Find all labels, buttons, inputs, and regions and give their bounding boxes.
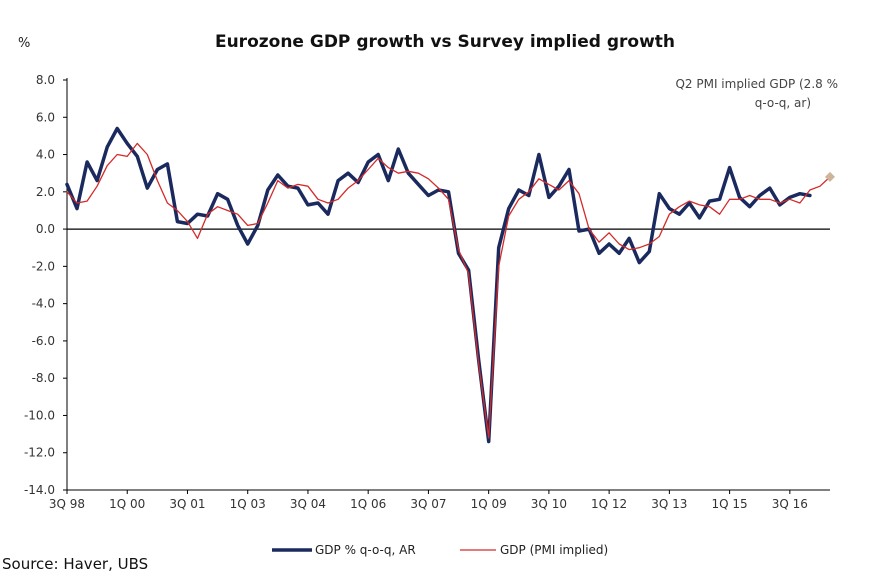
annotation-line-1: Q2 PMI implied GDP (2.8 % (675, 77, 838, 91)
x-tick-label: 1Q 03 (230, 497, 266, 511)
y-tick-label: -8.0 (32, 371, 55, 385)
y-tick-label: -14.0 (24, 483, 55, 497)
series-line-pmi-implied (66, 142, 831, 439)
x-tick-label: 1Q 00 (109, 497, 145, 511)
axes (66, 78, 830, 491)
y-tick-label: 4.0 (36, 148, 55, 162)
x-tick-label: 1Q 15 (712, 497, 748, 511)
y-tick-label: -12.0 (24, 446, 55, 460)
y-tick-label: -2.0 (32, 259, 55, 273)
series-layer (65, 126, 835, 444)
x-tick-label: 1Q 12 (591, 497, 627, 511)
y-tick-label: 2.0 (36, 185, 55, 199)
x-tick-label: 3Q 04 (290, 497, 326, 511)
x-tick-label: 3Q 01 (169, 497, 205, 511)
pmi-implied-latest-marker (825, 171, 835, 182)
series-line-gdp (65, 126, 812, 444)
pmi-annotation: Q2 PMI implied GDP (2.8 % q-o-q, ar) (675, 77, 838, 110)
x-axis-ticks: 3Q 98 1Q 00 3Q 01 1Q 03 3Q 04 1Q 06 3Q 07 1Q 09… (49, 490, 808, 511)
legend: GDP % q-o-q, AR GDP (PMI implied) (272, 543, 608, 557)
y-tick-label: 6.0 (36, 110, 55, 124)
chart-title: Eurozone GDP growth vs Survey implied gr… (215, 32, 675, 52)
y-axis-unit-label: % (18, 36, 30, 51)
source-note: Source: Haver, UBS (2, 555, 149, 573)
x-tick-label: 3Q 10 (531, 497, 567, 511)
y-tick-label: -4.0 (32, 297, 55, 311)
y-tick-label: -10.0 (24, 408, 55, 422)
x-tick-label: 1Q 06 (350, 497, 386, 511)
y-tick-label: -6.0 (32, 334, 55, 348)
x-tick-label: 3Q 13 (651, 497, 687, 511)
legend-label-gdp: GDP % q-o-q, AR (315, 543, 416, 557)
y-tick-label: 0.0 (36, 222, 55, 236)
y-axis-ticks: 8.0 6.0 4.0 2.0 0.0 -2.0 -4.0 -6.0 -8.0 -10.0 -12.… (24, 73, 67, 497)
x-tick-label: 1Q 09 (471, 497, 507, 511)
legend-label-pmi: GDP (PMI implied) (500, 543, 608, 557)
x-tick-label: 3Q 16 (772, 497, 808, 511)
annotation-line-2: q-o-q, ar) (755, 96, 811, 110)
x-tick-label: 3Q 98 (49, 497, 85, 511)
y-tick-label: 8.0 (36, 73, 55, 87)
x-tick-label: 3Q 07 (410, 497, 446, 511)
